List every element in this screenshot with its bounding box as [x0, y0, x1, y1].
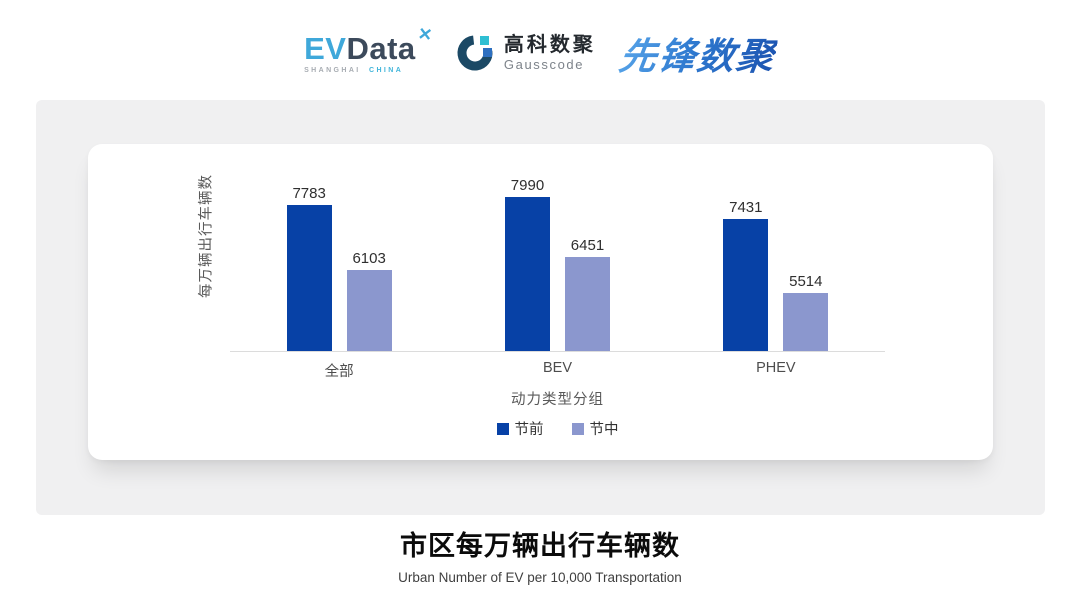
- caption-block: 市区每万辆出行车辆数 Urban Number of EV per 10,000…: [0, 524, 1080, 585]
- legend-label: 节前: [514, 422, 544, 438]
- gausscode-en-text: Gausscode: [503, 56, 585, 72]
- pioneer-shuju-logo: 先锋数聚: [616, 26, 780, 80]
- bar-节中-PHEV: [783, 293, 829, 351]
- bar-group: 7783 6103: [230, 186, 448, 351]
- chart-subtitle: Urban Number of EV per 10,000 Transporta…: [398, 570, 682, 585]
- evdata-ev-text: EV: [304, 30, 347, 66]
- evdata-data-text: Data: [346, 30, 416, 66]
- bar-value-label: 5514: [789, 273, 823, 290]
- legend-item-节前: 节前: [496, 418, 544, 439]
- plot-area: 7783 6103 7990 6451 7431 5514: [230, 144, 885, 352]
- legend-swatch-icon: [496, 422, 509, 435]
- bar-节中-BEV: [564, 257, 610, 351]
- gausscode-cn-text: 高科数聚: [503, 33, 596, 56]
- x-axis-tick-labels: 全部 BEV PHEV: [230, 360, 885, 381]
- x-tick-label: PHEV: [756, 360, 796, 376]
- bar-group: 7990 6451: [448, 178, 666, 351]
- legend: 节前 节中: [230, 418, 885, 439]
- legend-swatch-icon: [571, 422, 584, 435]
- evdata-logo: EV Data ✕ SHANGHAI CHINA: [304, 24, 433, 74]
- evdata-shanghai-text: SHANGHAI: [304, 66, 361, 74]
- evdata-x-icon: ✕: [416, 23, 434, 45]
- chart-title: 市区每万辆出行车辆数: [400, 531, 680, 561]
- header-logo-bar: EV Data ✕ SHANGHAI CHINA 高科数聚 Gausscode …: [0, 20, 1080, 86]
- gausscode-g-icon: [457, 35, 493, 71]
- bar-节前-PHEV: [723, 219, 769, 351]
- y-axis-title: 每万辆出行车辆数: [198, 174, 215, 298]
- bar-value-label: 6103: [352, 250, 386, 267]
- bar-group: 7431 5514: [667, 200, 885, 351]
- chart-panel-background: 每万辆出行车辆数 7783 6103 7990 6451 7431 5514 全部 BEV P…: [36, 100, 1045, 515]
- bar-value-label: 7990: [510, 177, 545, 194]
- x-tick-label: 全部: [324, 364, 354, 380]
- bar-节前-BEV: [504, 197, 550, 351]
- legend-item-节中: 节中: [571, 418, 619, 439]
- x-axis-title: 动力类型分组: [511, 392, 604, 408]
- bar-value-label: 7431: [729, 199, 763, 216]
- bar-value-label: 6451: [570, 237, 605, 254]
- gausscode-logo: 高科数聚 Gausscode: [456, 33, 596, 73]
- bar-节前-全部: [286, 205, 332, 351]
- evdata-china-text: CHINA: [369, 66, 404, 74]
- x-tick-label: BEV: [542, 360, 572, 376]
- bar-value-label: 7783: [292, 185, 326, 202]
- chart-card: 每万辆出行车辆数 7783 6103 7990 6451 7431 5514 全部 BEV P…: [88, 144, 993, 460]
- evdata-region-text: SHANGHAI CHINA: [304, 67, 403, 74]
- legend-label: 节中: [589, 422, 619, 438]
- bar-节中-全部: [346, 270, 392, 351]
